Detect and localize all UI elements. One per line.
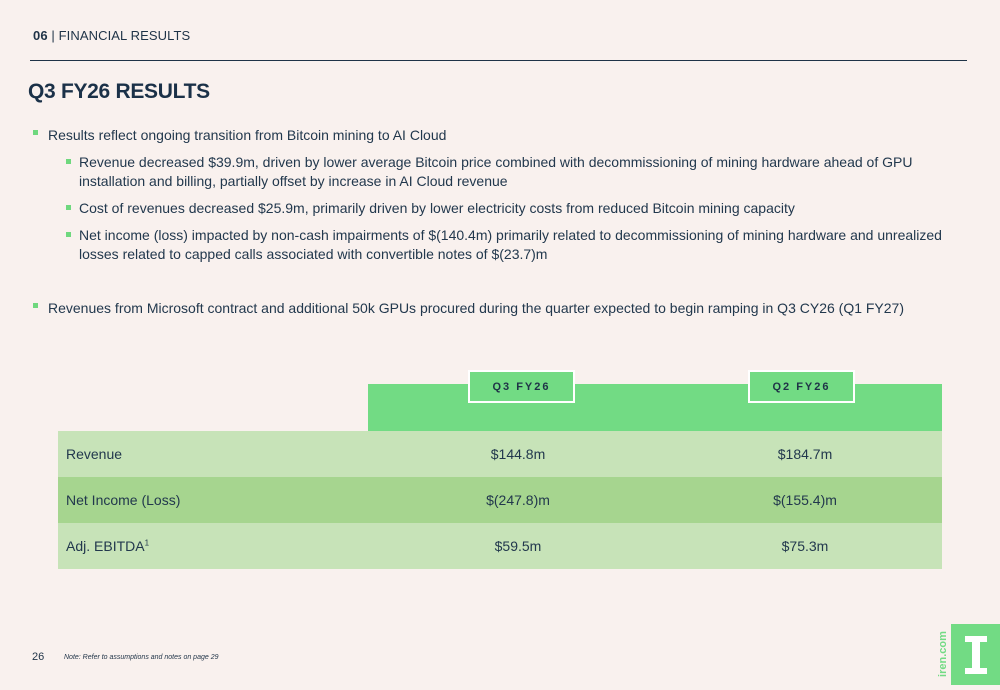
row-label: Adj. EBITDA1 [66, 538, 149, 554]
bullet-marker [33, 303, 38, 308]
bullet-marker [66, 205, 71, 210]
bullet-marker [66, 232, 71, 237]
table-row: Adj. EBITDA1 $59.5m $75.3m [58, 523, 942, 569]
table-row: Revenue $144.8m $184.7m [58, 431, 942, 477]
sub-bullet-item: Net income (loss) impacted by non-cash i… [30, 226, 960, 264]
cell-q2-fy26: $184.7m [777, 446, 833, 462]
bullet-marker [33, 130, 38, 135]
brand-url: iren.com [936, 628, 950, 680]
bullet-text: Results reflect ongoing transition from … [48, 127, 447, 143]
column-header-q2-fy26: Q2 FY26 [748, 370, 855, 403]
bullet-text: Revenues from Microsoft contract and add… [48, 300, 905, 316]
sub-bullet-text: Net income (loss) impacted by non-cash i… [79, 227, 942, 262]
brand-logo [951, 624, 1000, 685]
sub-bullet-text: Cost of revenues decreased $25.9m, prima… [79, 200, 795, 216]
section-separator: | [47, 28, 59, 43]
section-header: 06 | FINANCIAL RESULTS [33, 28, 190, 43]
table-row: Net Income (Loss) $(247.8)m $(155.4)m [58, 477, 942, 523]
results-table: Q3 FY26 Q2 FY26 Revenue $144.8m $184.7m … [58, 368, 942, 569]
section-title: FINANCIAL RESULTS [58, 28, 191, 43]
cell-q3-fy26: $59.5m [494, 538, 542, 554]
bullet-item: Revenues from Microsoft contract and add… [30, 299, 960, 318]
bullet-marker [66, 159, 71, 164]
footnote: Note: Refer to assumptions and notes on … [64, 654, 219, 661]
logo-i-icon [965, 636, 987, 674]
row-label: Net Income (Loss) [66, 492, 181, 508]
sub-bullet-item: Cost of revenues decreased $25.9m, prima… [30, 199, 960, 218]
header-divider [30, 60, 967, 61]
footnote-marker: 1 [144, 538, 150, 548]
column-header-q3-fy26: Q3 FY26 [468, 370, 575, 403]
cell-q3-fy26: $(247.8)m [486, 492, 550, 508]
bullet-item: Results reflect ongoing transition from … [30, 126, 960, 145]
sub-bullet-text: Revenue decreased $39.9m, driven by lowe… [79, 154, 913, 189]
row-label-text: Adj. EBITDA [66, 538, 145, 554]
page-number: 26 [32, 651, 45, 663]
cell-q2-fy26: $75.3m [781, 538, 829, 554]
row-label: Revenue [66, 446, 123, 462]
sub-bullet-item: Revenue decreased $39.9m, driven by lowe… [30, 153, 960, 191]
table-header-band [368, 384, 942, 431]
page-title: Q3 FY26 RESULTS [28, 80, 210, 103]
brand-url-text: iren.com [937, 631, 949, 677]
cell-q2-fy26: $(155.4)m [773, 492, 837, 508]
section-number: 06 [33, 28, 48, 43]
bullet-list: Results reflect ongoing transition from … [30, 126, 960, 318]
cell-q3-fy26: $144.8m [490, 446, 546, 462]
